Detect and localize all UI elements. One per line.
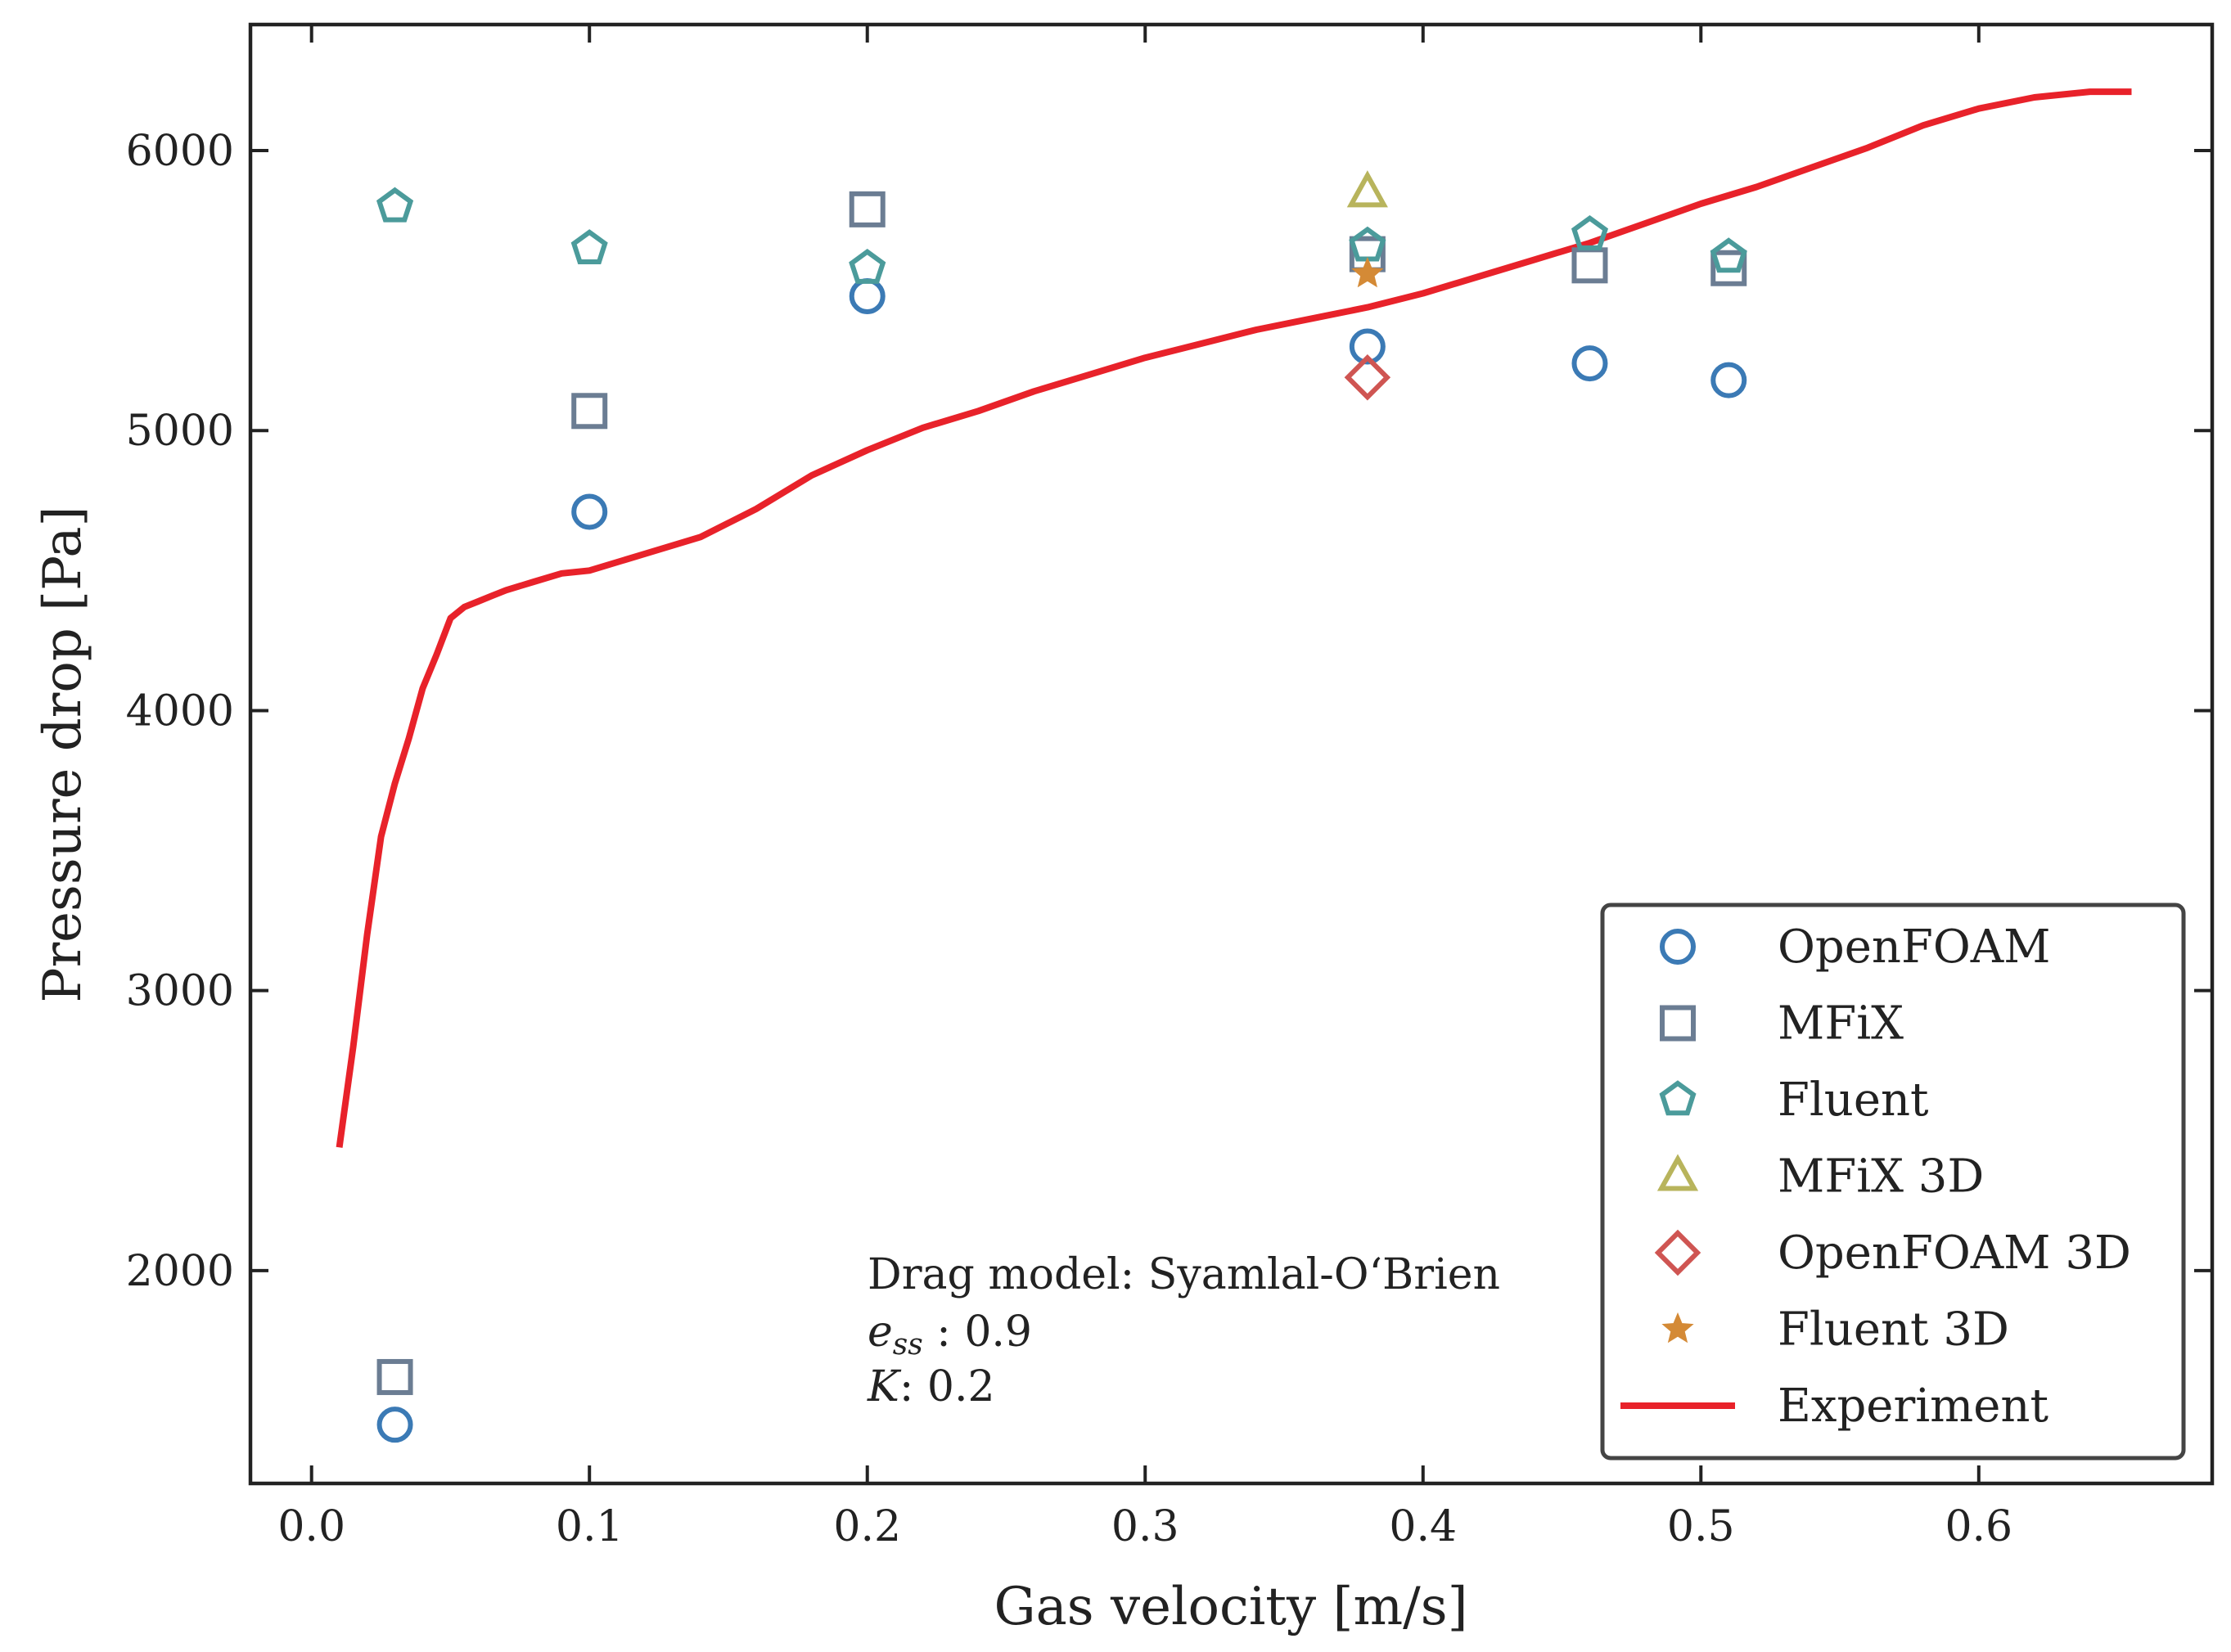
- series-openfoam: [376, 277, 1747, 1443]
- point-fluent-3d: [1351, 256, 1384, 288]
- point-mfix: [1710, 250, 1747, 286]
- legend-item-openfoam-3d: OpenFOAM 3D: [1654, 1227, 2131, 1280]
- point-fluent: [376, 187, 414, 223]
- legend-label-openfoam: OpenFOAM: [1778, 921, 2051, 974]
- y-axis-title: Pressure drop [Pa]: [33, 506, 93, 1003]
- annotation-k-symbol: K: [867, 1362, 902, 1411]
- series-fluent-3d: [1351, 256, 1384, 288]
- point-openfoam: [1571, 345, 1608, 382]
- point-fluent: [1571, 214, 1609, 250]
- point-openfoam: [376, 1407, 413, 1443]
- point-mfix-3d: [1346, 170, 1388, 208]
- legend-label-openfoam-3d: OpenFOAM 3D: [1778, 1227, 2131, 1280]
- series-openfoam-3d: [1344, 353, 1391, 401]
- plot-area: [336, 88, 2132, 1443]
- series-experiment-line: [336, 88, 2132, 1148]
- legend-item-mfix-3d: MFiX 3D: [1656, 1150, 1984, 1204]
- point-mfix: [376, 1358, 413, 1395]
- x-tick-label: 0.2: [833, 1502, 901, 1551]
- x-tick-label: 0.4: [1389, 1502, 1457, 1551]
- x-tick-label: 0.5: [1667, 1502, 1735, 1551]
- x-tick-label: 0.6: [1945, 1502, 2012, 1551]
- series-mfix-3d: [1346, 170, 1388, 208]
- y-tick-label: 3000: [126, 967, 234, 1016]
- annotation-ess-symbol: e: [868, 1308, 893, 1357]
- annotation-ess: ess : 0.9: [868, 1308, 1032, 1362]
- legend-item-mfix: MFiX: [1660, 997, 1904, 1051]
- point-openfoam: [1710, 362, 1747, 398]
- legend-swatch-fluent-3d: [1661, 1312, 1694, 1344]
- legend-label-mfix-3d: MFiX 3D: [1778, 1150, 1984, 1204]
- point-fluent: [849, 248, 886, 284]
- y-tick-label: 2000: [126, 1247, 234, 1296]
- legend-label-fluent: Fluent: [1778, 1074, 1929, 1127]
- point-openfoam: [1349, 328, 1386, 365]
- legend-swatch-openfoam-3d: [1654, 1229, 1701, 1276]
- legend-swatch-mfix-3d: [1656, 1154, 1699, 1191]
- legend-item-experiment: Experiment: [1620, 1380, 2048, 1433]
- plot-frame: [248, 22, 2215, 1486]
- legend-box: [1600, 903, 2186, 1461]
- point-fluent: [1710, 237, 1747, 273]
- x-tick-label: 0.0: [277, 1502, 345, 1551]
- legend-swatch-openfoam: [1660, 929, 1696, 965]
- legend-label-mfix: MFiX: [1778, 997, 1904, 1051]
- annotation-drag-model: Drag model: Syamlal-O‘Brien: [868, 1250, 1500, 1299]
- legend-item-fluent: Fluent: [1659, 1074, 1929, 1127]
- y-tick-label: 5000: [126, 407, 234, 456]
- legend-item-openfoam: OpenFOAM: [1660, 921, 2051, 974]
- x-axis-title: Gas velocity [m/s]: [994, 1577, 1467, 1637]
- legend-swatch-mfix: [1660, 1005, 1696, 1042]
- legend-label-fluent-3d: Fluent 3D: [1778, 1303, 2009, 1357]
- y-tick-label: 4000: [126, 686, 234, 736]
- point-openfoam-3d: [1344, 353, 1391, 401]
- legend-items: OpenFOAM MFiX Fluent MFiX 3D OpenFOAM 3D Flue…: [1620, 921, 2131, 1433]
- point-mfix: [849, 191, 886, 227]
- annotation-k-value: : 0.2: [899, 1362, 995, 1411]
- ticks: 0.0 0.1 0.2 0.3 0.4 0.5 0.6 2000 3000 4000 5000 600…: [126, 25, 2212, 1551]
- annotation: Drag model: Syamlal-O‘Brien ess : 0.9 K:…: [867, 1250, 1500, 1411]
- x-tick-label: 0.3: [1111, 1502, 1179, 1551]
- annotation-k: K: 0.2: [867, 1362, 995, 1411]
- annotation-ess-subscript: ss: [893, 1328, 923, 1362]
- y-tick-label: 6000: [126, 127, 234, 176]
- legend: OpenFOAM MFiX Fluent MFiX 3D OpenFOAM 3D Flue…: [1600, 903, 2186, 1461]
- point-openfoam: [571, 493, 608, 530]
- annotation-ess-value: : 0.9: [923, 1308, 1032, 1357]
- x-tick-label: 0.1: [556, 1502, 624, 1551]
- legend-item-fluent-3d: Fluent 3D: [1661, 1303, 2009, 1357]
- legend-swatch-fluent: [1659, 1080, 1697, 1116]
- legend-label-experiment: Experiment: [1778, 1380, 2048, 1433]
- point-mfix: [571, 393, 608, 430]
- point-fluent: [570, 229, 608, 264]
